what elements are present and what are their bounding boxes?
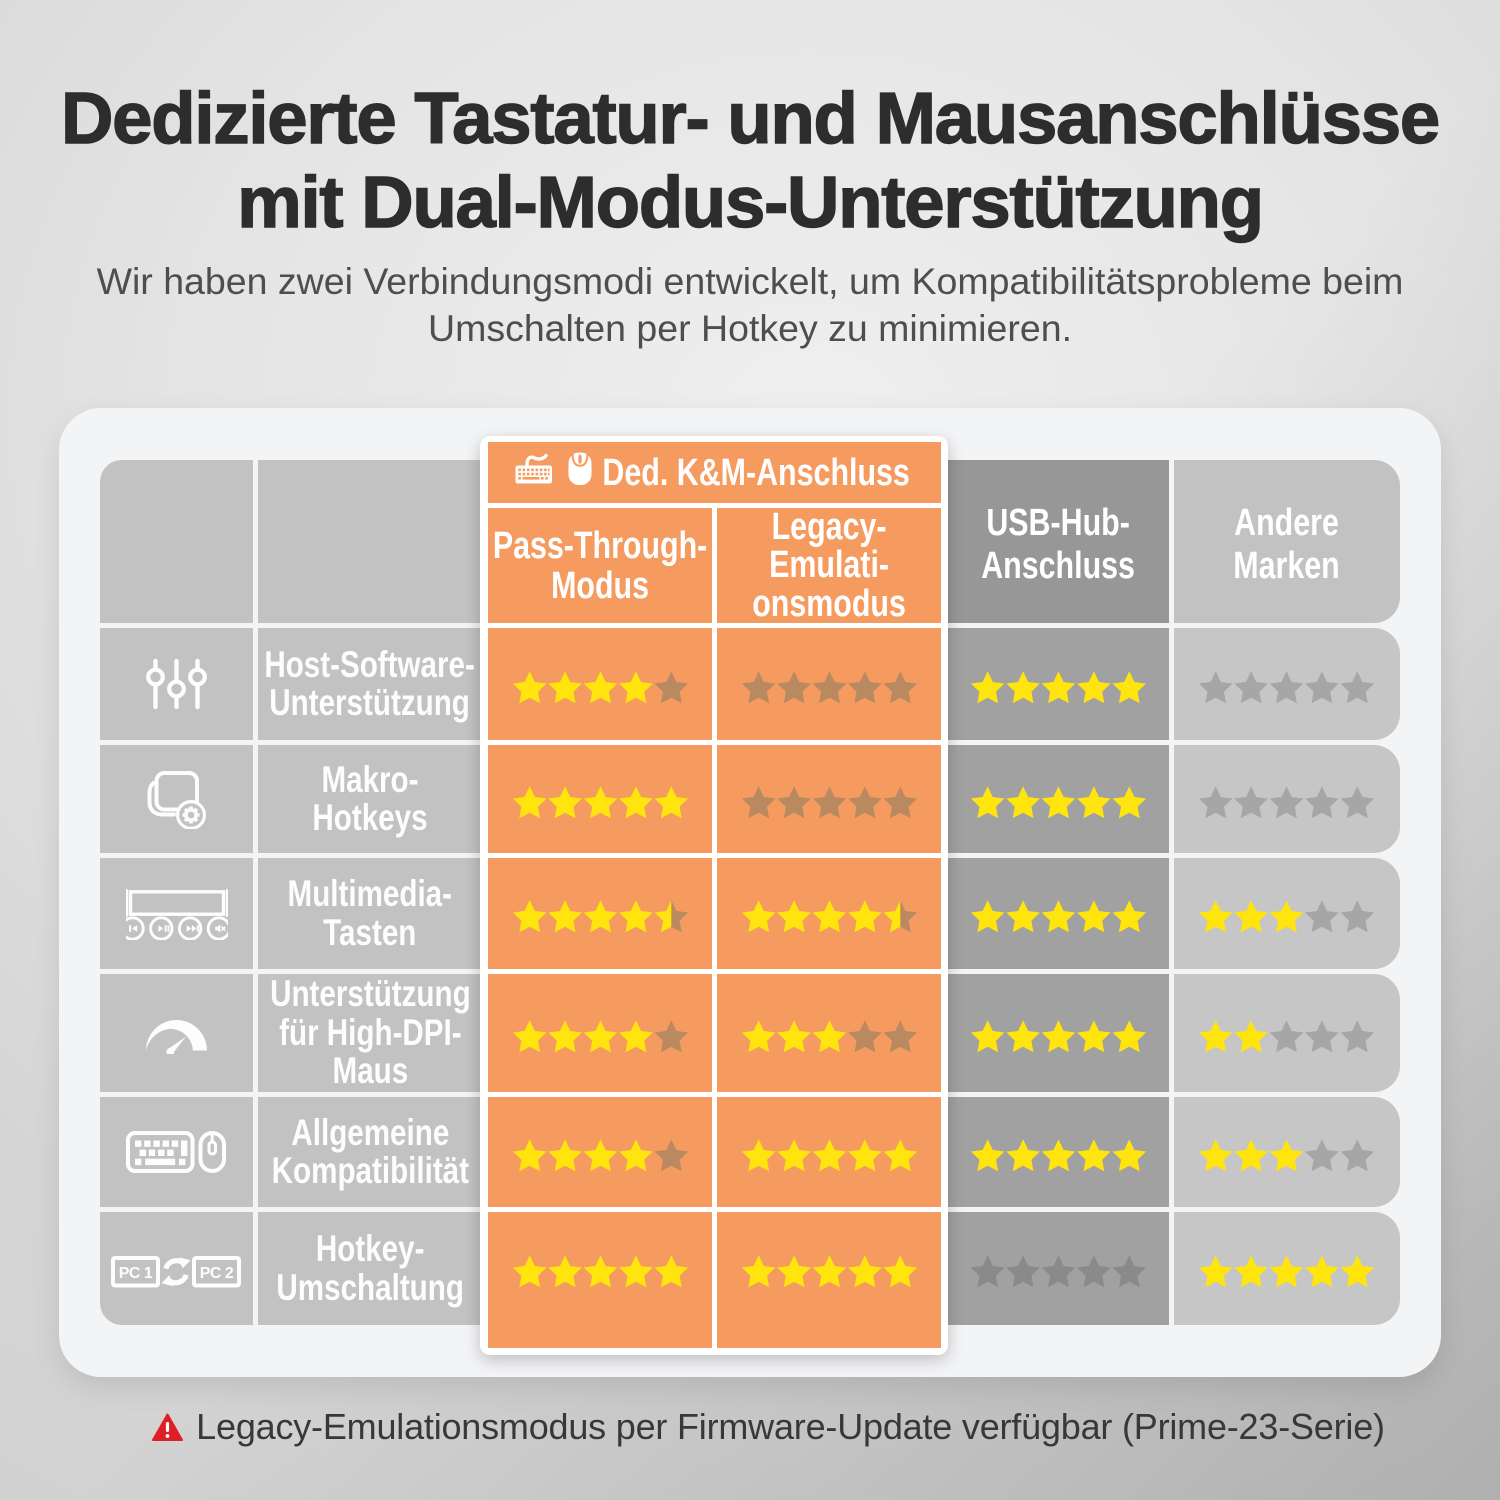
svg-text:PC 1: PC 1 <box>119 1265 153 1282</box>
svg-text:PC 2: PC 2 <box>200 1265 234 1282</box>
